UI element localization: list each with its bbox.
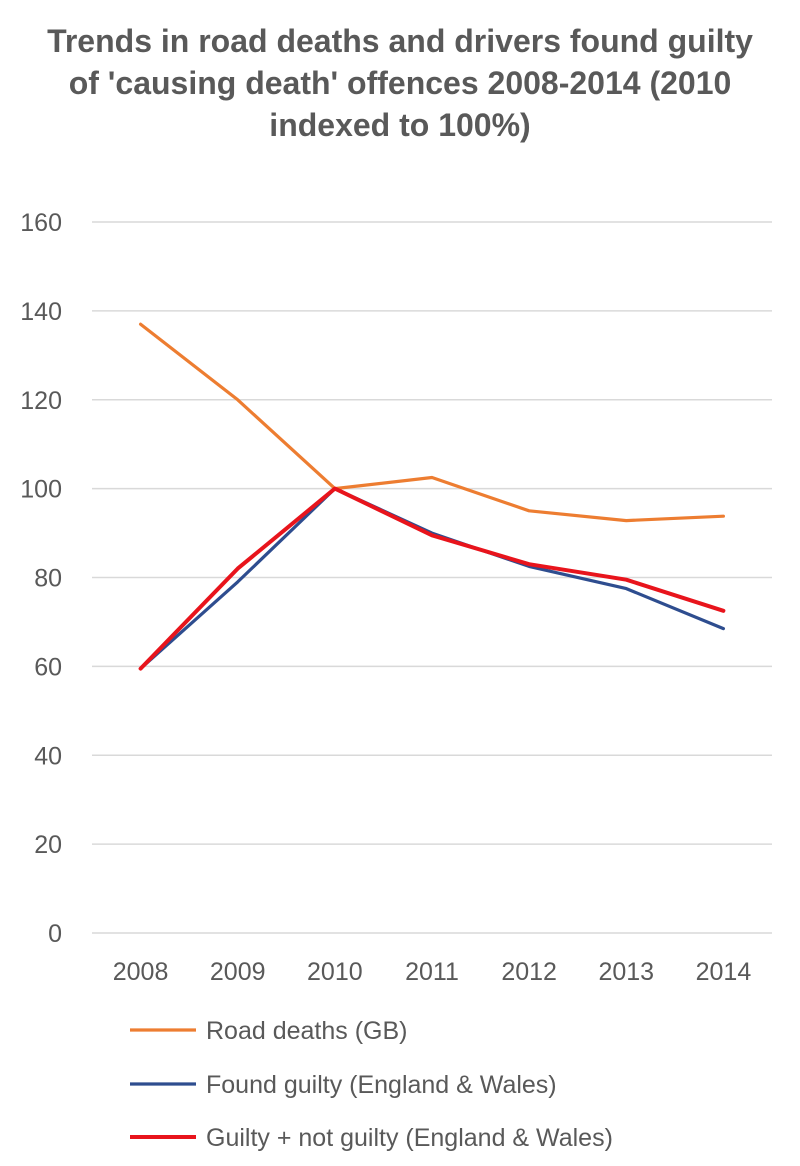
y-tick-label: 60 xyxy=(34,653,62,681)
x-tick-label: 2008 xyxy=(113,958,169,986)
x-tick-label: 2009 xyxy=(210,958,266,986)
y-tick-label: 160 xyxy=(20,209,62,237)
series-line-1 xyxy=(139,322,726,523)
y-tick-label: 40 xyxy=(34,742,62,770)
x-tick-label: 2010 xyxy=(307,958,363,986)
series-line-3 xyxy=(138,486,726,671)
chart-title: Trends in road deaths and drivers found … xyxy=(47,23,753,143)
x-tick-label: 2012 xyxy=(501,958,557,986)
series-lines xyxy=(138,322,726,671)
y-tick-label: 120 xyxy=(20,387,62,415)
y-axis-tick-labels: 0 20 40 60 80 100 120 140 160 xyxy=(20,209,62,948)
y-tick-label: 140 xyxy=(20,298,62,326)
x-tick-label: 2013 xyxy=(598,958,654,986)
x-axis-tick-labels: 2008 2009 2010 2011 2012 2013 2014 xyxy=(113,958,752,986)
legend: Road deaths (GB) Found guilty (England & … xyxy=(130,1017,613,1152)
y-tick-label: 20 xyxy=(34,831,62,859)
gridlines xyxy=(92,221,772,934)
x-tick-label: 2011 xyxy=(405,958,459,986)
legend-label-2: Found guilty (England & Wales) xyxy=(206,1071,557,1099)
x-tick-label: 2014 xyxy=(696,958,752,986)
legend-label-1: Road deaths (GB) xyxy=(206,1017,408,1045)
y-tick-label: 0 xyxy=(48,920,62,948)
y-tick-label: 100 xyxy=(20,476,62,504)
legend-label-3: Guilty + not guilty (England & Wales) xyxy=(206,1124,613,1152)
y-tick-label: 80 xyxy=(34,565,62,593)
